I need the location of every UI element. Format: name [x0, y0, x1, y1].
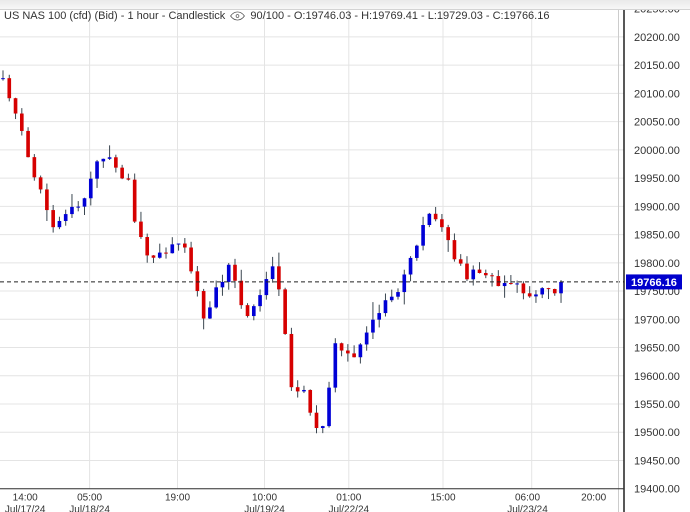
svg-text:19400.00: 19400.00	[634, 484, 680, 496]
svg-text:Jul/19/24: Jul/19/24	[244, 505, 285, 512]
svg-text:19950.00: 19950.00	[634, 173, 680, 185]
svg-text:Jul/17/24: Jul/17/24	[5, 505, 46, 512]
svg-text:15:00: 15:00	[430, 493, 455, 504]
svg-text:14:00: 14:00	[13, 493, 38, 504]
svg-text:19500.00: 19500.00	[634, 427, 680, 439]
svg-text:Jul/18/24: Jul/18/24	[69, 505, 110, 512]
svg-text:19600.00: 19600.00	[634, 371, 680, 383]
svg-text:05:00: 05:00	[77, 493, 102, 504]
svg-text:Jul/22/24: Jul/22/24	[329, 505, 370, 512]
svg-text:20100.00: 20100.00	[634, 88, 680, 100]
svg-text:19800.00: 19800.00	[634, 258, 680, 270]
svg-text:19550.00: 19550.00	[634, 399, 680, 411]
svg-text:10:00: 10:00	[252, 493, 277, 504]
svg-text:19:00: 19:00	[165, 493, 190, 504]
svg-text:Jul/23/24: Jul/23/24	[507, 505, 548, 512]
svg-text:19650.00: 19650.00	[634, 343, 680, 355]
svg-text:19450.00: 19450.00	[634, 455, 680, 467]
svg-text:19900.00: 19900.00	[634, 201, 680, 213]
svg-text:20000.00: 20000.00	[634, 145, 680, 157]
svg-text:20200.00: 20200.00	[634, 32, 680, 44]
svg-text:20050.00: 20050.00	[634, 117, 680, 129]
svg-text:06:00: 06:00	[515, 493, 540, 504]
svg-text:19850.00: 19850.00	[634, 230, 680, 242]
svg-text:19766.16: 19766.16	[631, 277, 677, 289]
svg-text:19700.00: 19700.00	[634, 314, 680, 326]
svg-text:01:00: 01:00	[336, 493, 361, 504]
svg-text:20150.00: 20150.00	[634, 60, 680, 72]
svg-text:20:00: 20:00	[581, 493, 606, 504]
